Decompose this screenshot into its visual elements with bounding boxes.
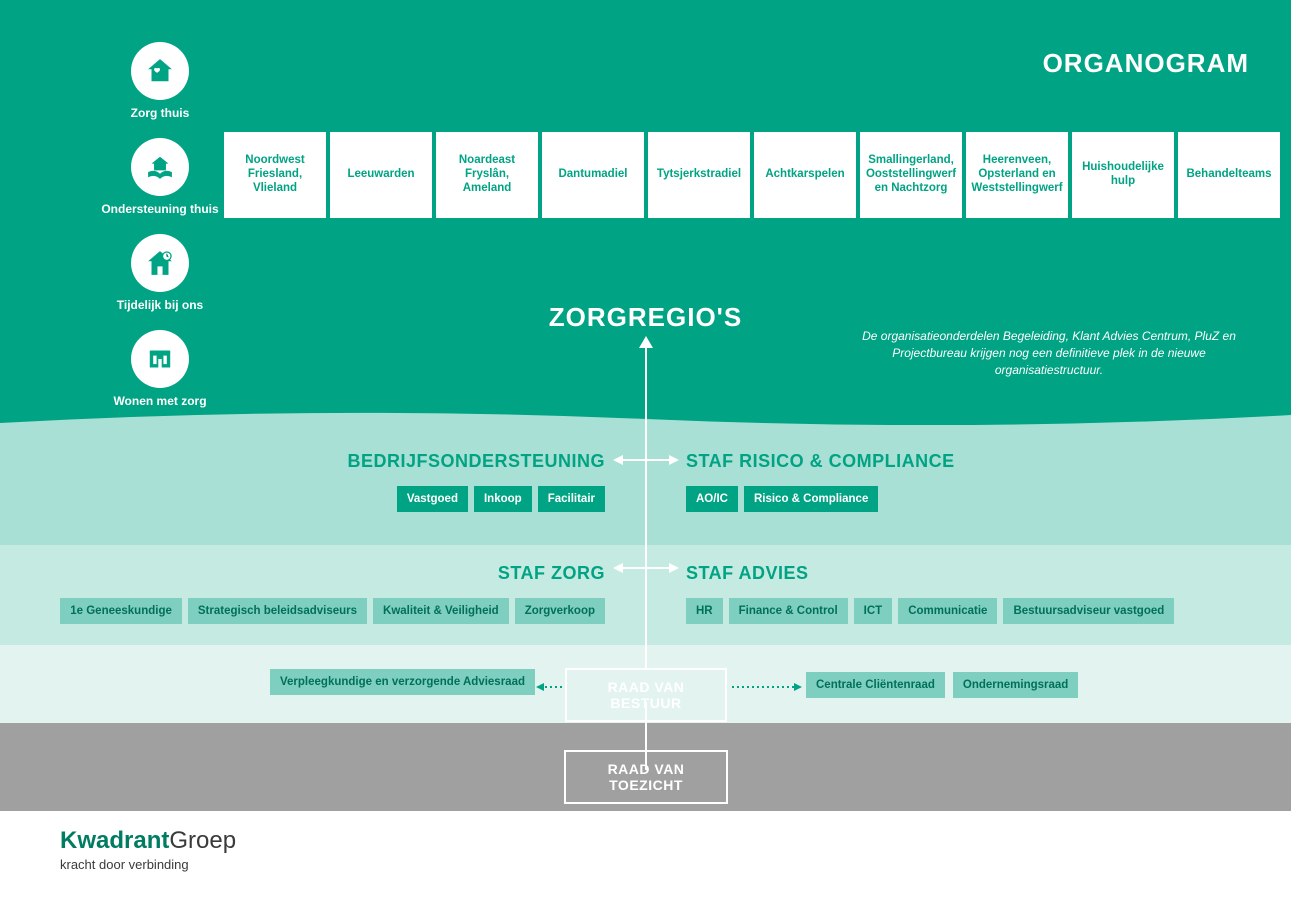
logo-wordmark: KwadrantGroep: [60, 827, 236, 855]
page-title: ORGANOGRAM: [1043, 48, 1249, 79]
house-heart-icon: [131, 42, 189, 100]
chip: Zorgverkoop: [515, 598, 605, 624]
sidebar-item-label: Zorg thuis: [131, 106, 190, 120]
region-box: Noardeast Fryslân, Ameland: [436, 132, 538, 218]
b3-right-chips: Centrale Cliëntenraad Ondernemingsraad: [806, 672, 1078, 698]
chip: Centrale Cliëntenraad: [806, 672, 945, 698]
double-arrow-icon: [613, 560, 679, 576]
dotted-arrow-right-icon: [730, 680, 802, 694]
region-box: Behandelteams: [1178, 132, 1280, 218]
chip: ICT: [854, 598, 893, 624]
chip: Kwaliteit & Veiligheid: [373, 598, 509, 624]
sidebar-item-ondersteuning-thuis: Ondersteuning thuis: [101, 138, 218, 216]
arrow-up-icon: [639, 336, 653, 348]
logo-tagline: kracht door verbinding: [60, 857, 236, 872]
chips-right: HR Finance & Control ICT Communicatie Be…: [686, 598, 1291, 624]
section-title-right: STAF RISICO & COMPLIANCE: [686, 451, 1291, 472]
chip: HR: [686, 598, 723, 624]
dotted-arrow-left-icon: [536, 680, 564, 694]
chip: Bestuursadviseur vastgoed: [1003, 598, 1174, 624]
region-box: Smallingerland, Ooststellingwerf en Nach…: [860, 132, 962, 218]
chip: Inkoop: [474, 486, 532, 512]
section-title-right: STAF ADVIES: [686, 563, 1291, 584]
rvt-label: RAAD VAN TOEZICHT: [608, 761, 685, 793]
logo: KwadrantGroep kracht door verbinding: [60, 827, 236, 872]
sidebar-item-label: Ondersteuning thuis: [101, 202, 218, 216]
chips-left: 1e Geneeskundige Strategisch beleidsadvi…: [0, 598, 605, 624]
logo-light: Groep: [169, 827, 236, 854]
section-title-left: BEDRIJFSONDERSTEUNING: [0, 451, 605, 472]
hands-house-icon: [131, 138, 189, 196]
double-arrow-icon: [613, 452, 679, 468]
region-box: Heerenveen, Opsterland en Weststellingwe…: [966, 132, 1068, 218]
region-box: Achtkarspelen: [754, 132, 856, 218]
chip: Verpleegkundige en verzorgende Adviesraa…: [270, 669, 535, 695]
chip: Finance & Control: [729, 598, 848, 624]
b3-left-chip: Verpleegkundige en verzorgende Adviesraa…: [270, 672, 535, 690]
region-box: Noordwest Friesland, Vlieland: [224, 132, 326, 218]
building-icon: [131, 330, 189, 388]
sidebar-item-tijdelijk-bij-ons: Tijdelijk bij ons: [117, 234, 203, 312]
chips-left: Vastgoed Inkoop Facilitair: [0, 486, 605, 512]
chip: 1e Geneeskundige: [60, 598, 182, 624]
sidebar: Zorg thuis Ondersteuning thuis Tijdelijk…: [90, 42, 230, 408]
sidebar-item-zorg-thuis: Zorg thuis: [131, 42, 190, 120]
section-title-left: STAF ZORG: [0, 563, 605, 584]
sidebar-item-wonen-met-zorg: Wonen met zorg: [113, 330, 206, 408]
region-box: Huishoudelijke hulp: [1072, 132, 1174, 218]
chips-right: AO/IC Risico & Compliance: [686, 486, 1291, 512]
chip: Facilitair: [538, 486, 605, 512]
region-row: Noordwest Friesland, Vlieland Leeuwarden…: [224, 132, 1280, 218]
region-box: Leeuwarden: [330, 132, 432, 218]
raad-van-toezicht-box: RAAD VAN TOEZICHT: [564, 750, 728, 804]
chip: Communicatie: [898, 598, 997, 624]
house-clock-icon: [131, 234, 189, 292]
chip: Ondernemingsraad: [953, 672, 1078, 698]
chip: Strategisch beleidsadviseurs: [188, 598, 367, 624]
region-box: Tytsjerkstradiel: [648, 132, 750, 218]
chip: Risico & Compliance: [744, 486, 878, 512]
chip: Vastgoed: [397, 486, 468, 512]
logo-bold: Kwadrant: [60, 827, 169, 854]
chip: AO/IC: [686, 486, 738, 512]
vertical-connector-short: [645, 702, 647, 750]
region-box: Dantumadiel: [542, 132, 644, 218]
footnote-text: De organisatieonderdelen Begeleiding, Kl…: [849, 328, 1249, 378]
